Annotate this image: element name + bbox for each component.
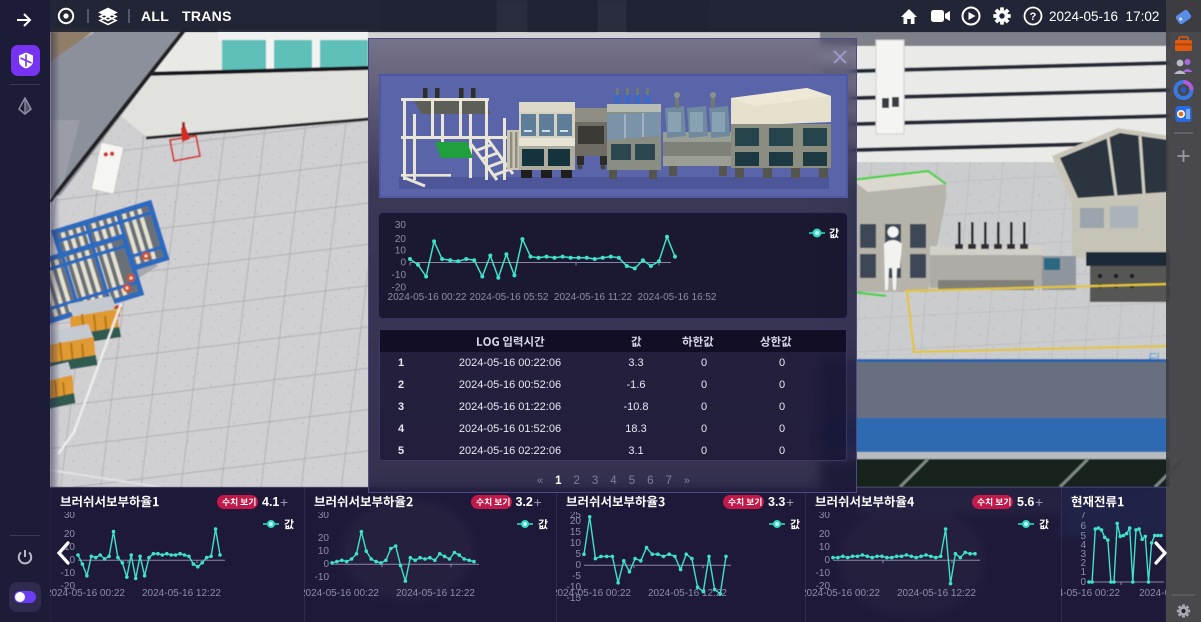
svg-text:2024-05-16 11:22: 2024-05-16 11:22 [554,292,633,303]
svg-text:Fl: Fl [1148,350,1160,365]
svg-text:2024-05-16 00:22: 2024-05-16 00:22 [388,292,467,303]
svg-text:2024-05-16 05:52: 2024-05-16 05:52 [470,292,549,303]
svg-text:?: ? [1030,11,1037,23]
svg-text:2024-05-16 16:52: 2024-05-16 16:52 [638,292,717,303]
svg-text:30: 30 [395,220,407,231]
svg-text:-10: -10 [392,270,407,281]
svg-text:0: 0 [400,258,406,269]
svg-text:-20: -20 [392,283,407,294]
svg-text:10: 10 [395,246,407,257]
svg-text:20: 20 [395,234,407,245]
